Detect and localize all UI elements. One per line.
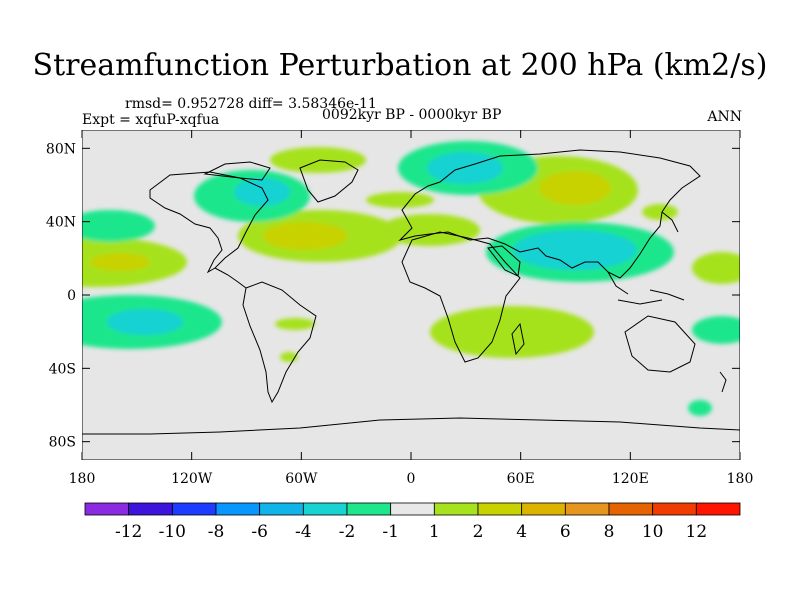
colorbar-swatch xyxy=(477,502,523,516)
x-tick-label: 60W xyxy=(285,471,318,487)
anomaly-region xyxy=(688,400,712,416)
colorbar-label: -6 xyxy=(251,522,268,542)
anomaly-region xyxy=(692,252,740,284)
colorbar-swatch xyxy=(215,502,261,516)
period-label: 0092kyr BP - 0000kyr BP xyxy=(322,107,502,123)
colorbar-label: 6 xyxy=(560,522,571,542)
anomaly-region xyxy=(366,192,434,208)
colorbar-label: 8 xyxy=(604,522,615,542)
coastlines xyxy=(82,149,740,435)
colorbar-swatch xyxy=(128,502,173,516)
experiment-label: Expt = xqfuP-xqfua xyxy=(82,112,220,128)
axis-ticks: 180 120W 60W 0 60E 120E 180 80N 40N 0 40S 80S xyxy=(46,130,753,487)
colorbar-swatch xyxy=(84,502,130,516)
anomaly-region xyxy=(513,230,637,270)
colorbar-label: -12 xyxy=(115,522,142,542)
colorbar-label: -10 xyxy=(159,522,186,542)
colorbar-swatch xyxy=(259,502,304,516)
colorbar-swatch xyxy=(433,502,479,516)
colorbar-label: -2 xyxy=(339,522,356,542)
colorbar-label: -8 xyxy=(208,522,225,542)
x-tick-label: 60E xyxy=(507,471,535,487)
colorbar-label: 1 xyxy=(429,522,440,542)
anomaly-region xyxy=(270,147,366,173)
x-tick-label: 0 xyxy=(407,471,416,487)
colorbar-label: 12 xyxy=(686,522,708,542)
colorbar: -12 -10 -8 -6 -4 -2 -1 1 2 4 6 8 10 12 xyxy=(84,502,741,542)
x-tick-label: 120E xyxy=(612,471,649,487)
chart-title: Streamfunction Perturbation at 200 hPa (… xyxy=(32,48,768,83)
map-area xyxy=(82,130,740,460)
x-tick-label: 180 xyxy=(727,471,754,487)
colorbar-label: 2 xyxy=(473,522,484,542)
colorbar-label: -1 xyxy=(382,522,399,542)
colorbar-swatch xyxy=(346,502,392,516)
y-tick-label: 40S xyxy=(49,361,76,377)
y-tick-label: 80N xyxy=(46,141,76,157)
colorbar-label: -4 xyxy=(295,522,312,542)
colorbar-swatch xyxy=(608,502,654,516)
anomaly-region xyxy=(427,152,503,184)
colorbar-label: 4 xyxy=(516,522,527,542)
anomaly-region xyxy=(430,306,594,358)
anomaly-region xyxy=(275,318,315,330)
colorbar-swatch xyxy=(171,502,217,516)
y-tick-label: 0 xyxy=(67,288,76,304)
colorbar-swatch xyxy=(302,502,348,516)
anomaly-region xyxy=(539,171,611,205)
colorbar-swatch xyxy=(390,502,435,516)
colorbar-swatch xyxy=(564,502,610,516)
x-tick-label: 180 xyxy=(69,471,96,487)
anomaly-region xyxy=(90,253,150,271)
colorbar-swatch xyxy=(652,502,697,516)
colorbar-swatch xyxy=(521,502,566,516)
anomaly-region xyxy=(642,204,678,220)
anomaly-region xyxy=(263,222,347,250)
anomaly-region xyxy=(692,316,740,344)
anomaly-region xyxy=(82,210,155,242)
stats-line: rmsd= 0.952728 diff= 3.58346e-11 xyxy=(125,96,377,112)
season-label: ANN xyxy=(707,109,742,125)
y-tick-label: 40N xyxy=(46,215,76,231)
y-tick-label: 80S xyxy=(49,435,76,451)
colorbar-label: 10 xyxy=(642,522,664,542)
x-tick-label: 120W xyxy=(171,471,213,487)
anomaly-region xyxy=(380,214,480,246)
colorbar-swatch xyxy=(695,502,741,516)
anomaly-region xyxy=(107,309,183,335)
anomaly-region xyxy=(234,178,290,206)
